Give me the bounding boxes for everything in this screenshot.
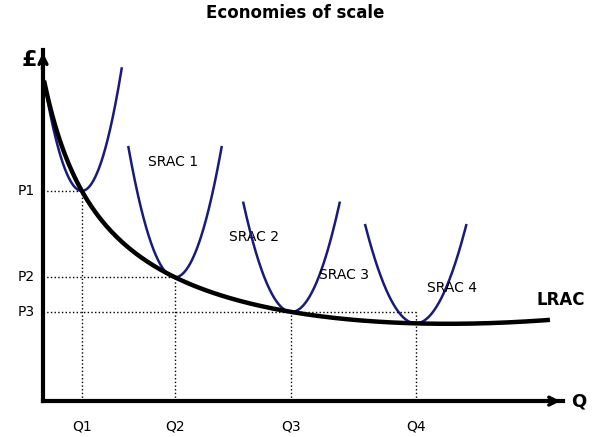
Text: SRAC 1: SRAC 1 [148, 155, 198, 169]
Text: £: £ [22, 50, 37, 70]
Title: Economies of scale: Economies of scale [206, 4, 385, 22]
Text: LRAC: LRAC [536, 291, 585, 309]
Text: P2: P2 [18, 271, 35, 284]
Text: SRAC 4: SRAC 4 [427, 281, 477, 295]
Text: Q4: Q4 [406, 419, 425, 433]
Text: P3: P3 [18, 305, 35, 319]
Text: SRAC 2: SRAC 2 [229, 229, 279, 243]
Text: Q2: Q2 [165, 419, 185, 433]
Text: SRAC 3: SRAC 3 [319, 268, 368, 282]
Text: Q: Q [571, 392, 586, 410]
Text: Q3: Q3 [282, 419, 301, 433]
Text: P1: P1 [18, 184, 35, 198]
Text: Q1: Q1 [72, 419, 92, 433]
